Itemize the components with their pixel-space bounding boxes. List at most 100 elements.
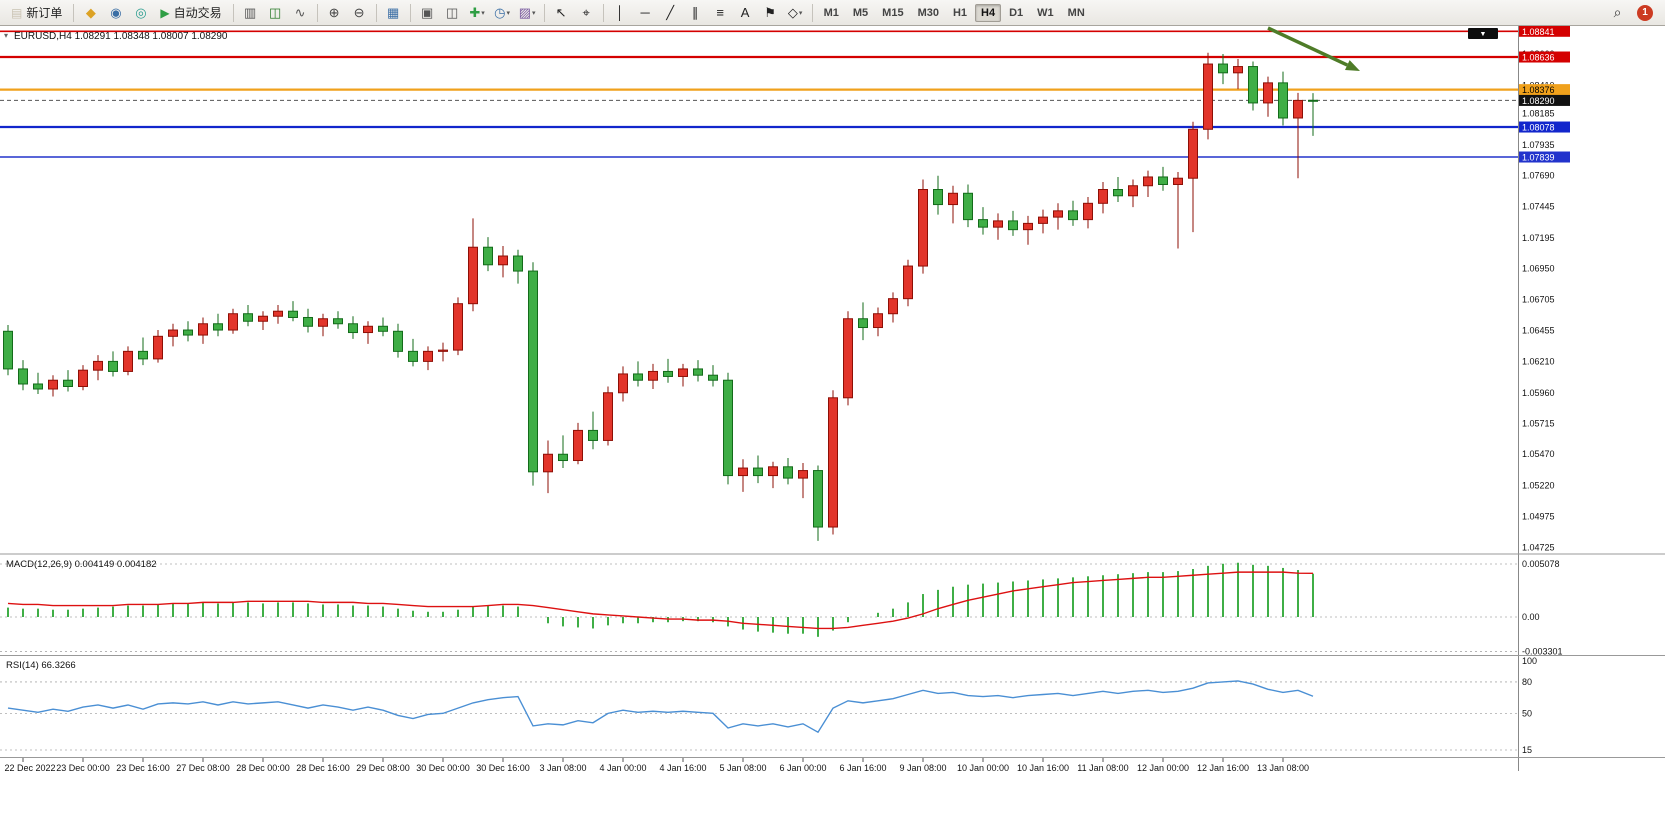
chart-canvas[interactable]: ▾ EURUSD,H4 1.08291 1.08348 1.08007 1.082…	[0, 26, 1665, 833]
search-icon[interactable]: ⌕	[1605, 2, 1630, 24]
search-icon-glyph: ⌕	[1613, 4, 1622, 20]
svg-text:15: 15	[1522, 745, 1532, 755]
zoom-out-icon[interactable]: ⊖	[347, 2, 372, 24]
equidistant-channel-icon[interactable]: ∥	[683, 2, 708, 24]
candle	[258, 311, 268, 331]
candle	[1188, 121, 1198, 233]
candle	[468, 218, 478, 312]
new-order-button[interactable]: ▤ 新订单	[4, 1, 69, 24]
svg-text:80: 80	[1522, 677, 1532, 687]
vertical-line-icon-glyph: │	[616, 5, 625, 20]
candle	[333, 311, 343, 329]
trend-arrow-annotation[interactable]	[1267, 26, 1360, 71]
zoom-in-icon[interactable]: ⊕	[322, 2, 347, 24]
candle	[918, 179, 928, 274]
candle	[498, 245, 508, 278]
time-label: 11 Jan 08:00	[1077, 763, 1128, 773]
time-label: 23 Dec 00:00	[56, 763, 110, 773]
candle	[738, 459, 748, 492]
market-watch-icon[interactable]: ◆	[78, 2, 103, 24]
toolbar-separator	[73, 3, 75, 22]
candle	[93, 355, 103, 381]
candle	[48, 375, 58, 397]
candle	[648, 363, 658, 390]
cursor-icon[interactable]: ↖	[549, 2, 574, 24]
candlestick-chart-icon[interactable]: ◫	[263, 2, 288, 24]
new-order-icon: ▤	[11, 5, 23, 20]
svg-text:1.05470: 1.05470	[1522, 449, 1555, 459]
candle	[1128, 179, 1138, 208]
fibonacci-icon[interactable]: ≡	[708, 2, 733, 24]
rsi-label: RSI(14) 66.3266	[6, 660, 76, 671]
price-label-1.08841: 1.08841	[1519, 26, 1570, 37]
candle	[888, 292, 898, 323]
notification-badge[interactable]: 1	[1637, 4, 1653, 21]
svg-text:1.08290: 1.08290	[1522, 96, 1555, 106]
rsi-line	[7, 680, 1314, 734]
data-window-icon[interactable]: ◉	[103, 2, 128, 24]
arrange-windows-icon[interactable]: ◫	[440, 2, 465, 24]
label-icon[interactable]: ⚑	[758, 2, 783, 24]
indicators-add-icon-glyph: ✚	[469, 4, 481, 20]
time-label: 6 Jan 00:00	[779, 763, 826, 773]
line-chart-icon[interactable]: ∿	[288, 2, 313, 24]
toolbar-separator	[602, 3, 604, 22]
trendline-icon-glyph: ╱	[666, 4, 675, 20]
bar-chart-icon[interactable]: ▥	[238, 2, 263, 24]
price-label-1.08078: 1.08078	[1519, 121, 1570, 133]
candle	[513, 249, 523, 284]
candle	[1308, 93, 1318, 136]
cascade-windows-icon[interactable]: ▣	[415, 2, 440, 24]
indicators-add-icon[interactable]: ✚ ▾	[465, 2, 490, 24]
candle	[378, 317, 388, 337]
text-icon[interactable]: A	[733, 2, 758, 24]
candle	[1053, 203, 1063, 230]
time-label: 12 Jan 00:00	[1137, 763, 1189, 773]
svg-text:-0.003301: -0.003301	[1522, 646, 1563, 656]
chart-menu-button[interactable]: ▼	[1468, 28, 1498, 39]
candle	[813, 465, 823, 541]
shapes-icon[interactable]: ◇ ▾	[783, 2, 808, 24]
time-label: 9 Jan 08:00	[899, 763, 946, 773]
timeframe-m5[interactable]: M5	[852, 6, 869, 19]
horizontal-line-icon[interactable]: ─	[633, 2, 658, 24]
svg-text:1.08185: 1.08185	[1522, 109, 1555, 119]
cascade-windows-icon-glyph: ▣	[420, 4, 434, 20]
candle	[1098, 181, 1108, 214]
data-window-icon-glyph: ◉	[110, 4, 122, 20]
trendline-icon[interactable]: ╱	[658, 2, 683, 24]
time-axis[interactable]: 22 Dec 2022 23 Dec 00:00 23 Dec 16:00 27 De…	[4, 758, 1309, 773]
timeframe-m1[interactable]: M1	[823, 6, 839, 19]
periods-icon[interactable]: ◷ ▾	[490, 2, 515, 24]
candle	[783, 458, 793, 485]
candle	[1278, 71, 1288, 126]
templates-icon[interactable]: ▨ ▾	[515, 2, 540, 24]
price-label-1.08290: 1.08290	[1519, 94, 1570, 106]
chart-ohlc-header: EURUSD,H4 1.08291 1.08348 1.08007 1.0829…	[14, 31, 228, 42]
candle	[558, 435, 568, 469]
timeframe-d1[interactable]: D1	[1009, 6, 1024, 19]
timeframe-h1[interactable]: H1	[952, 6, 968, 19]
templates-icon-glyph: ▨	[518, 4, 531, 20]
candle	[168, 323, 178, 347]
timeframe-h4[interactable]: H4	[975, 3, 1002, 22]
horizontal-line-icon-glyph: ─	[640, 5, 650, 20]
svg-text:1.04725: 1.04725	[1522, 543, 1555, 553]
vertical-line-icon[interactable]: │	[608, 2, 633, 24]
svg-text:0.00: 0.00	[1522, 612, 1540, 622]
auto-trading-button[interactable]: ▶ 自动交易	[153, 1, 228, 24]
candle	[1023, 215, 1033, 245]
candle	[228, 308, 238, 334]
timeframe-w1[interactable]: W1	[1037, 6, 1054, 19]
auto-trading-button-label: 自动交易	[173, 6, 222, 20]
candle	[318, 313, 328, 337]
navigator-icon[interactable]: ◎	[128, 2, 153, 24]
crosshair-icon[interactable]: ⌖	[574, 2, 599, 24]
timeframe-mn[interactable]: MN	[1067, 6, 1085, 19]
tile-windows-icon[interactable]: ▦	[381, 2, 406, 24]
collapse-icon[interactable]: ▾	[4, 31, 8, 40]
timeframe-m30[interactable]: M30	[917, 6, 939, 19]
timeframe-m15[interactable]: M15	[882, 6, 904, 19]
candle	[1008, 210, 1018, 236]
candle	[993, 213, 1003, 240]
